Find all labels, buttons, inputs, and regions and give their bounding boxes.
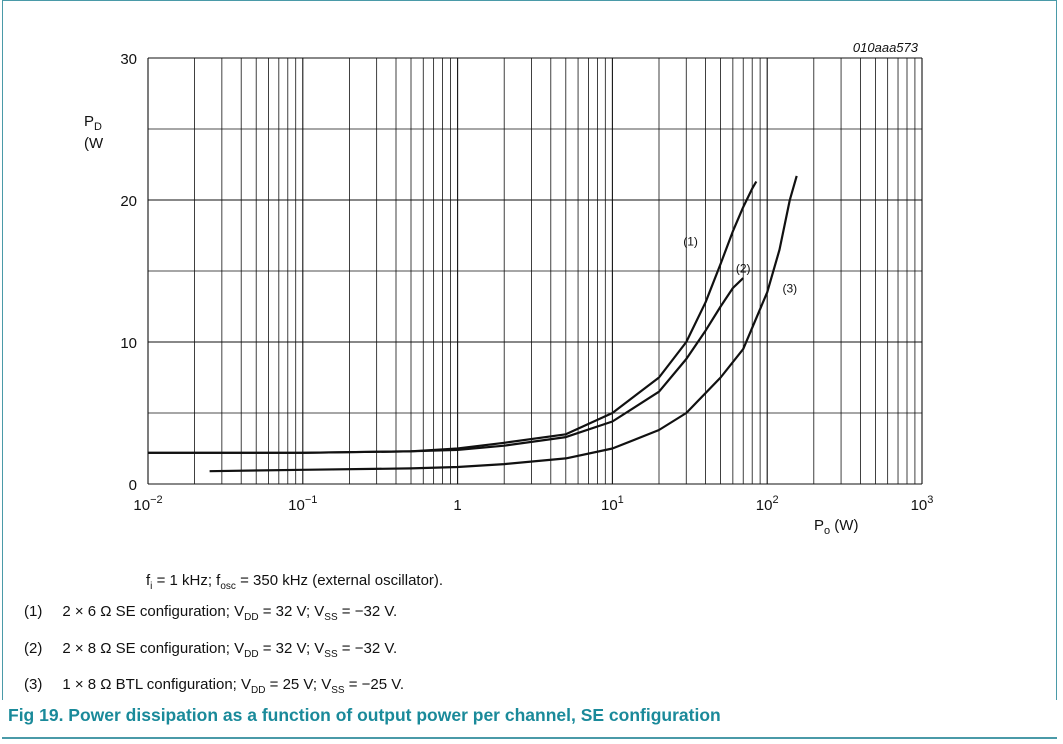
note-item-2: (2) 2 × 8 Ω SE configuration; VDD = 32 V;… <box>24 640 398 660</box>
y-tick-label: 20 <box>120 193 137 210</box>
figure-frame <box>2 0 1057 700</box>
x-tick-label: 10−2 <box>133 494 162 514</box>
y-tick-label: 0 <box>129 477 137 494</box>
series-line-1 <box>148 180 758 454</box>
curve-labels: (1) (2) (3) <box>683 234 797 295</box>
y-axis-unit: (W <box>84 135 104 152</box>
x-tick-label: 102 <box>756 494 779 514</box>
note-item-3: (3) 1 × 8 Ω BTL configuration; VDD = 25 V… <box>24 676 405 696</box>
figure-tag: 010aaa573 <box>853 40 919 55</box>
figure-caption: Fig 19. Power dissipation as a function … <box>8 705 721 725</box>
y-tick-label: 10 <box>120 335 137 352</box>
x-tick-label: 1 <box>453 497 461 514</box>
y-axis-label: PD <box>84 113 102 133</box>
chart-grid <box>147 57 923 485</box>
caption-rule <box>2 737 1057 739</box>
x-tick-label: 101 <box>601 494 624 514</box>
series-line-3 <box>209 175 798 473</box>
series-line-2 <box>148 277 744 454</box>
note-item-1: (1) 2 × 6 Ω SE configuration; VDD = 32 V;… <box>24 603 398 623</box>
y-tick-labels: 0 10 20 30 <box>120 51 137 494</box>
x-tick-label: 10−1 <box>288 494 317 514</box>
curve-label-3: (3) <box>782 281 797 295</box>
x-axis-label: Po (W) <box>814 517 858 537</box>
curve-label-1: (1) <box>683 234 698 248</box>
chart-curves <box>148 175 798 473</box>
x-tick-label: 103 <box>911 494 934 514</box>
y-tick-label: 30 <box>120 51 137 68</box>
x-tick-labels: 10−2 10−1 1 101 102 103 <box>133 494 933 514</box>
curve-label-2: (2) <box>736 261 751 275</box>
conditions-note: fi = 1 kHz; fosc = 350 kHz (external osc… <box>146 572 444 592</box>
